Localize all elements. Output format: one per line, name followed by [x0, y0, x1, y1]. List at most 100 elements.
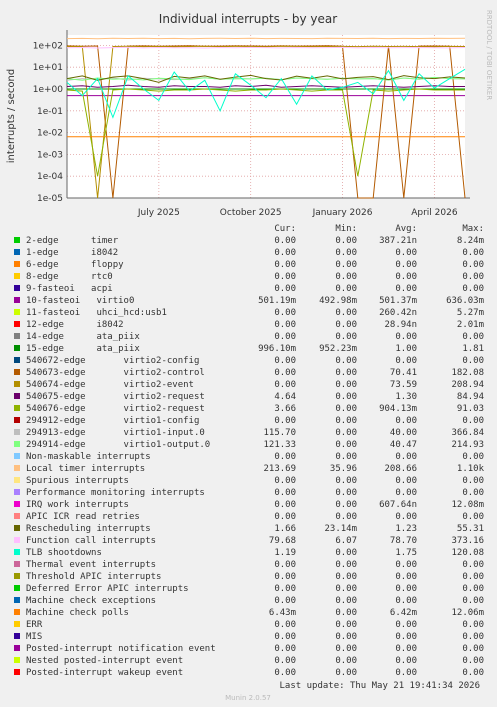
legend-stat: 12.08m [451, 500, 484, 510]
plot-area [67, 35, 465, 198]
legend-swatch [14, 441, 20, 447]
legend-swatch [14, 525, 20, 531]
legend-stat: 0.00 [395, 332, 417, 342]
legend-stat: 0.00 [395, 560, 417, 570]
legend-swatch [14, 261, 20, 267]
legend-stat: 0.00 [335, 656, 357, 666]
series-line [66, 37, 466, 40]
legend-stat: 0.00 [335, 500, 357, 510]
legend-stat: 0.00 [274, 596, 296, 606]
legend-header: Max: [462, 224, 484, 234]
footer: Munin 2.0.57 [225, 694, 271, 702]
legend-stat: 0.00 [395, 476, 417, 486]
legend-header: Cur: [274, 224, 296, 234]
legend-header: Min: [335, 224, 357, 234]
legend-stat: 0.00 [462, 620, 484, 630]
y-tick-label: 1e-04 [37, 172, 63, 182]
y-tick-label: 1e-01 [37, 107, 63, 117]
legend-label: Nested posted-interrupt event [26, 656, 183, 666]
legend-stat: 0.00 [274, 260, 296, 270]
legend-stat: 1.30 [395, 392, 417, 402]
legend-stat: 0.00 [335, 668, 357, 678]
legend-stat: 0.00 [335, 404, 357, 414]
legend-stat: 0.00 [335, 320, 357, 330]
series-line [66, 45, 466, 199]
legend-swatch [14, 429, 20, 435]
legend-swatch [14, 585, 20, 591]
legend-stat: 6.43m [269, 608, 296, 618]
legend-label: Machine check exceptions [26, 596, 156, 606]
legend-label: IRQ work interrupts [26, 500, 129, 510]
legend-label: MIS [26, 632, 42, 642]
legend-swatch [14, 297, 20, 303]
legend-stat: 120.08 [451, 548, 484, 558]
legend-swatch [14, 633, 20, 639]
legend-stat: 0.00 [462, 668, 484, 678]
legend-header: Avg: [395, 224, 417, 234]
series-line [66, 68, 466, 119]
legend-stat: 0.00 [395, 572, 417, 582]
legend-stat: 6.07 [335, 536, 357, 546]
chart-title: Individual interrupts - by year [159, 12, 337, 26]
legend-label: Machine check polls [26, 608, 129, 618]
legend-stat: 213.69 [263, 464, 296, 474]
legend-swatch [14, 381, 20, 387]
legend-stat: 0.00 [335, 248, 357, 258]
legend-stat: 0.00 [335, 392, 357, 402]
legend-stat: 0.00 [274, 500, 296, 510]
legend-stat: 0.00 [462, 572, 484, 582]
legend-stat: 28.94n [384, 320, 417, 330]
y-tick-label: 1e+01 [33, 63, 63, 73]
legend-stat: 0.00 [274, 356, 296, 366]
legend-stat: 0.00 [395, 620, 417, 630]
legend-stat: 0.00 [335, 644, 357, 654]
y-tick-label: 1e-02 [37, 129, 63, 139]
legend-stat: 0.00 [395, 452, 417, 462]
legend-stat: 0.00 [274, 284, 296, 294]
legend-stat: 0.00 [335, 380, 357, 390]
legend-label: 2-edge timer [26, 236, 119, 246]
legend-label: TLB shootdowns [26, 548, 102, 558]
legend-stat: 35.96 [330, 464, 357, 474]
legend-stat: 0.00 [395, 416, 417, 426]
legend-stat: 0.00 [395, 248, 417, 258]
legend-swatch [14, 285, 20, 291]
series-line [66, 84, 465, 88]
legend-swatch [14, 609, 20, 615]
legend-swatch [14, 345, 20, 351]
legend-stat: 0.00 [274, 320, 296, 330]
legend-stat: 904.13m [379, 404, 417, 414]
legend-stat: 952.23m [319, 344, 357, 354]
legend-stat: 0.00 [274, 620, 296, 630]
legend-stat: 0.00 [335, 548, 357, 558]
legend-swatch [14, 489, 20, 495]
legend-swatch [14, 621, 20, 627]
legend-stat: 0.00 [335, 560, 357, 570]
legend-stat: 0.00 [335, 272, 357, 282]
legend-stat: 0.00 [274, 236, 296, 246]
legend-swatch [14, 405, 20, 411]
legend-swatch [14, 657, 20, 663]
legend-stat: 0.00 [462, 644, 484, 654]
legend-stat: 0.00 [335, 284, 357, 294]
legend-stat: 0.00 [274, 644, 296, 654]
legend-swatch [14, 453, 20, 459]
legend-label: ERR [26, 620, 43, 630]
legend-stat: 501.37m [379, 296, 417, 306]
y-tick-label: 1e-03 [37, 150, 63, 160]
legend-stat: 0.00 [395, 632, 417, 642]
legend-stat: 492.98m [319, 296, 357, 306]
legend-stat: 0.00 [335, 308, 357, 318]
legend-stat: 0.00 [395, 668, 417, 678]
legend-label: 540676-edge virtio2-request [26, 404, 205, 414]
legend-stat: 0.00 [462, 596, 484, 606]
legend-stat: 23.14m [324, 524, 357, 534]
legend-label: Posted-interrupt notification event [26, 644, 216, 654]
legend-label: APIC ICR read retries [26, 512, 140, 522]
legend-stat: 0.00 [274, 668, 296, 678]
legend-stat: 0.00 [335, 476, 357, 486]
legend-label: 10-fasteoi virtio0 [26, 296, 134, 306]
legend-swatch [14, 333, 20, 339]
legend-stat: 0.00 [395, 512, 417, 522]
legend-stat: 0.00 [462, 248, 484, 258]
